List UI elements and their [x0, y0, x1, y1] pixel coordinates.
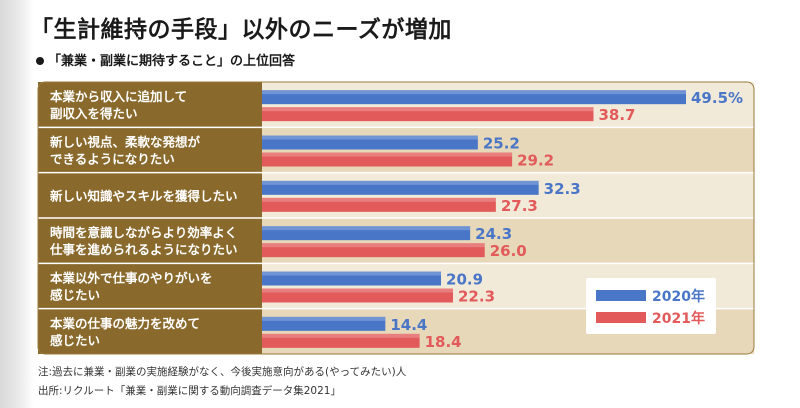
- bar-highlight: [262, 288, 454, 293]
- chart-title: 「生計維持の手段」以外のニーズが増加: [30, 17, 452, 43]
- bar-highlight: [262, 197, 496, 202]
- value-label-2021: 38.7: [598, 106, 635, 124]
- category-label: できるようになりたい: [50, 152, 175, 167]
- category-label: 本業の仕事の魅力を改めて: [50, 316, 200, 331]
- bar-highlight: [262, 243, 485, 248]
- value-label-2021: 18.4: [425, 333, 462, 351]
- category-label: 感じたい: [50, 333, 100, 348]
- source-note: 出所:リクルート「兼業・副業に関する動向調査データ集2021」: [38, 385, 341, 397]
- bar-highlight: [262, 316, 386, 321]
- bar-highlight: [262, 226, 471, 231]
- bar-2020: [262, 135, 478, 150]
- bar-highlight: [262, 107, 594, 112]
- bar-2021: [262, 243, 485, 258]
- category-box: [38, 127, 262, 173]
- bar-highlight: [262, 135, 478, 140]
- chart-subtitle: 「兼業・副業に期待すること」の上位回答: [36, 50, 295, 69]
- value-label-2020: 14.4: [390, 316, 427, 334]
- bar-2020: [262, 271, 442, 286]
- value-label-2020: 32.3: [544, 180, 581, 198]
- footnote: 注:過去に兼業・副業の実施経験がなく、今後実施意向がある(やってみたい)人: [38, 366, 407, 378]
- legend-swatch-2020: [596, 290, 646, 301]
- category-label: 本業以外で仕事のやりがいを: [50, 271, 213, 286]
- bar-2020: [262, 90, 686, 105]
- value-label-2020: 24.3: [475, 225, 512, 243]
- value-label-2020: 25.2: [483, 135, 520, 153]
- value-label-2021: 29.2: [517, 152, 554, 170]
- value-label-2020: 49.5%: [691, 89, 743, 107]
- subtitle-text: 「兼業・副業に期待すること」の上位回答: [48, 54, 296, 69]
- category-label: 新しい知識やスキルを獲得したい: [50, 188, 238, 203]
- bar-2020: [262, 226, 471, 241]
- bar-highlight: [262, 180, 539, 185]
- legend-swatch-2021: [596, 312, 646, 323]
- value-label-2021: 26.0: [490, 242, 527, 260]
- bar-highlight: [262, 152, 513, 157]
- bar-2021: [262, 288, 454, 303]
- category-label: 仕事を進められるようになりたい: [49, 242, 238, 257]
- category-label: 新しい視点、柔軟な発想が: [50, 135, 201, 150]
- category-label: 時間を意識しながらより効率よく: [50, 225, 237, 240]
- legend-label-2020: 2020年: [652, 288, 705, 305]
- bar-2021: [262, 107, 594, 122]
- category-label: 副収入を得たい: [50, 106, 138, 121]
- category-box: [38, 82, 262, 128]
- category-label: 本業から収入に追加して: [50, 89, 187, 104]
- bar-2021: [262, 152, 513, 167]
- bullet-icon: [36, 56, 44, 65]
- bar-2021: [262, 197, 496, 212]
- category-box: [38, 263, 262, 309]
- bar-2021: [262, 333, 420, 348]
- bar-2020: [262, 316, 386, 331]
- bar-highlight: [262, 271, 442, 276]
- legend-label-2021: 2021年: [652, 310, 705, 327]
- bar-2020: [262, 180, 539, 195]
- category-box: [38, 308, 262, 354]
- value-label-2021: 22.3: [458, 288, 495, 306]
- bar-highlight: [262, 90, 686, 95]
- category-label: 感じたい: [50, 288, 100, 303]
- value-label-2021: 27.3: [501, 197, 538, 215]
- category-box: [38, 172, 262, 218]
- category-box: [38, 218, 262, 264]
- value-label-2020: 20.9: [446, 271, 483, 289]
- decorative-left-band: [0, 0, 34, 408]
- chart-frame-outline: [37, 81, 755, 355]
- bar-highlight: [262, 333, 420, 338]
